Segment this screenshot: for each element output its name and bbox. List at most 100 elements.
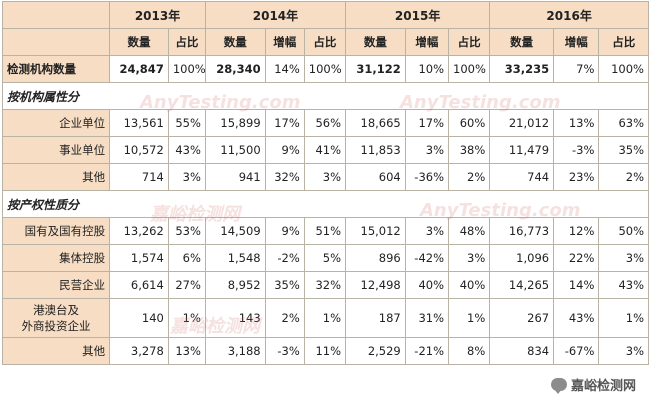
cell-qty: 14,509 (204, 217, 266, 245)
col-share-2014: 占比 (303, 28, 347, 56)
cell-qty: 941 (204, 163, 266, 191)
cell-share: 3% (167, 163, 206, 191)
cell-share: 43% (598, 271, 649, 299)
cell-qty: 24,847 (109, 55, 169, 83)
section-heading: 按机构属性分 (2, 82, 649, 110)
cell-qty: 187 (345, 298, 406, 338)
testing-institutions-table: 2013年 2014年 2015年 2016年 数量 占比 数量 增幅 占比 数… (1, 1, 649, 365)
cell-growth: -2% (264, 244, 305, 272)
cell-share: 41% (303, 136, 347, 164)
cell-share: 40% (448, 271, 491, 299)
col-share-2015: 占比 (448, 28, 491, 56)
cell-share: 3% (303, 163, 347, 191)
cell-share: 32% (303, 271, 347, 299)
cell-share: 5% (303, 244, 347, 272)
cell-growth: 2% (264, 298, 305, 338)
cell-qty: 6,614 (109, 271, 169, 299)
cell-share: 51% (303, 217, 347, 245)
cell-qty: 1,096 (489, 244, 555, 272)
cell-share: 60% (448, 109, 491, 137)
cell-growth: 3% (404, 136, 450, 164)
cell-qty: 143 (204, 298, 266, 338)
cell-qty: 3,278 (109, 337, 169, 365)
cell-share: 48% (448, 217, 491, 245)
cell-share: 3% (598, 337, 649, 365)
row-label: 民营企业 (1, 271, 111, 299)
cell-qty: 3,188 (204, 337, 266, 365)
table-row-stateowned: 国有及国有控股 13,262 53% 14,509 9% 51% 15,012 … (1, 217, 649, 245)
row-label: 检测机构数量 (1, 55, 111, 83)
cell-qty: 1,574 (109, 244, 169, 272)
col-qty-2013: 数量 (109, 28, 169, 56)
col-qty-2014: 数量 (204, 28, 266, 56)
row-label: 港澳台及 外商投资企业 (1, 298, 111, 338)
cell-growth: 14% (264, 55, 305, 83)
cell-qty: 10,572 (109, 136, 169, 164)
row-label: 其他 (1, 163, 111, 191)
year-2016-header: 2016年 (489, 1, 649, 29)
cell-growth: 23% (553, 163, 600, 191)
cell-qty: 744 (489, 163, 555, 191)
col-growth-2016: 增幅 (553, 28, 600, 56)
cell-growth: 40% (404, 271, 450, 299)
cell-qty: 714 (109, 163, 169, 191)
brand-logo-text: 嘉峪检测网 (570, 379, 636, 394)
cell-qty: 18,665 (345, 109, 406, 137)
row-label: 其他 (1, 337, 111, 365)
wechat-bubble-icon (550, 378, 567, 394)
row-label-line2: 外商投资企业 (21, 319, 91, 333)
cell-share: 1% (598, 298, 649, 338)
cell-share: 1% (448, 298, 491, 338)
cell-share: 11% (303, 337, 347, 365)
cell-growth: 17% (264, 109, 305, 137)
cell-growth: 10% (404, 55, 450, 83)
cell-qty: 267 (489, 298, 555, 338)
year-2014-header: 2014年 (204, 1, 347, 29)
cell-share: 27% (167, 271, 206, 299)
cell-qty: 31,122 (345, 55, 406, 83)
cell-growth: -42% (404, 244, 450, 272)
cell-growth: 17% (404, 109, 450, 137)
section-row: 按机构属性分 (2, 82, 649, 110)
cell-growth: 7% (553, 55, 600, 83)
cell-share: 100% (598, 55, 649, 83)
cell-share: 2% (448, 163, 491, 191)
cell-qty: 8,952 (204, 271, 266, 299)
table-row-other-attr: 其他 714 3% 941 32% 3% 604 -36% 2% 744 23%… (1, 163, 649, 191)
cell-growth: 9% (264, 136, 305, 164)
cell-share: 63% (598, 109, 649, 137)
cell-qty: 16,773 (489, 217, 555, 245)
cell-share: 100% (167, 55, 206, 83)
cell-qty: 12,498 (345, 271, 406, 299)
header-year-row: 2013年 2014年 2015年 2016年 (1, 1, 649, 29)
cell-share: 1% (167, 298, 206, 338)
row-label: 国有及国有控股 (1, 217, 111, 245)
cell-growth: 22% (553, 244, 600, 272)
cell-qty: 15,012 (345, 217, 406, 245)
col-share-2016: 占比 (598, 28, 649, 56)
cell-growth: 12% (553, 217, 600, 245)
cell-qty: 896 (345, 244, 406, 272)
cell-qty: 2,529 (345, 337, 406, 365)
cell-growth: -3% (264, 337, 305, 365)
corner-cell (1, 28, 111, 56)
cell-qty: 13,561 (109, 109, 169, 137)
cell-share: 43% (167, 136, 206, 164)
row-label: 集体控股 (1, 244, 111, 272)
cell-share: 53% (167, 217, 206, 245)
cell-qty: 11,500 (204, 136, 266, 164)
section-row: 按产权性质分 (2, 190, 649, 218)
section-heading: 按产权性质分 (2, 190, 649, 218)
cell-growth: 3% (404, 217, 450, 245)
cell-growth: -21% (404, 337, 450, 365)
cell-share: 1% (303, 298, 347, 338)
cell-growth: -3% (553, 136, 600, 164)
cell-share: 100% (303, 55, 347, 83)
table-row-total: 检测机构数量 24,847 100% 28,340 14% 100% 31,12… (1, 55, 649, 83)
cell-qty: 604 (345, 163, 406, 191)
corner-cell (1, 1, 111, 29)
col-share-2013: 占比 (167, 28, 206, 56)
cell-share: 2% (598, 163, 649, 191)
cell-qty: 33,235 (489, 55, 555, 83)
